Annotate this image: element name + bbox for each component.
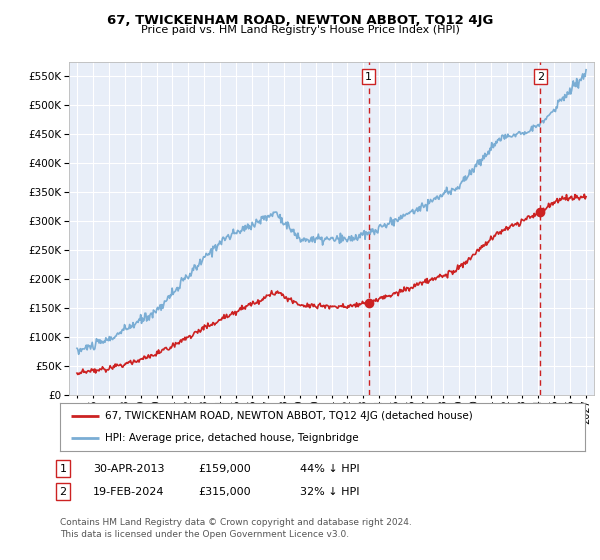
Text: HPI: Average price, detached house, Teignbridge: HPI: Average price, detached house, Teig… xyxy=(104,433,358,443)
Text: 30-APR-2013: 30-APR-2013 xyxy=(93,464,164,474)
Text: 44% ↓ HPI: 44% ↓ HPI xyxy=(300,464,359,474)
Text: 2: 2 xyxy=(536,72,544,82)
Text: 2: 2 xyxy=(59,487,67,497)
Text: Price paid vs. HM Land Registry's House Price Index (HPI): Price paid vs. HM Land Registry's House … xyxy=(140,25,460,35)
Text: 67, TWICKENHAM ROAD, NEWTON ABBOT, TQ12 4JG (detached house): 67, TWICKENHAM ROAD, NEWTON ABBOT, TQ12 … xyxy=(104,411,472,421)
Text: 1: 1 xyxy=(59,464,67,474)
Text: £159,000: £159,000 xyxy=(198,464,251,474)
Text: 32% ↓ HPI: 32% ↓ HPI xyxy=(300,487,359,497)
Text: 1: 1 xyxy=(365,72,372,82)
Text: 19-FEB-2024: 19-FEB-2024 xyxy=(93,487,164,497)
Text: 67, TWICKENHAM ROAD, NEWTON ABBOT, TQ12 4JG: 67, TWICKENHAM ROAD, NEWTON ABBOT, TQ12 … xyxy=(107,14,493,27)
Text: £315,000: £315,000 xyxy=(198,487,251,497)
Text: Contains HM Land Registry data © Crown copyright and database right 2024.
This d: Contains HM Land Registry data © Crown c… xyxy=(60,518,412,539)
